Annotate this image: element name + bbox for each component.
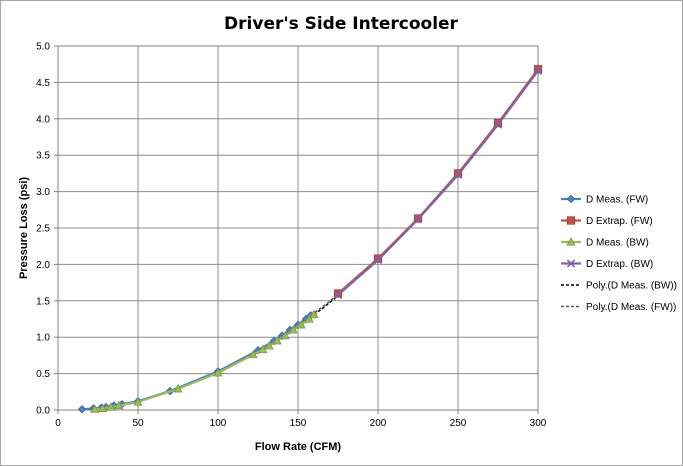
y-axis: 0.0 0.5 1.0 1.5 2.0 2.5 3.0 3.5 4.0 4.5 5.0 — [36, 42, 58, 417]
x-tick-label: 200 — [370, 418, 387, 429]
y-tick-label: 3.0 — [36, 187, 50, 198]
x-tick-label: 150 — [290, 418, 307, 429]
data-point — [453, 170, 463, 179]
data-point — [413, 215, 423, 224]
legend: D Meas. (FW) D Extrap. (FW) D Meas. (BW) D … — [561, 195, 677, 313]
x-axis: 0 50 100 150 200 250 300 — [55, 410, 547, 429]
data-point — [533, 66, 543, 75]
data-point — [114, 400, 124, 410]
series-line — [81, 314, 312, 411]
legend-item: Poly.(D Meas. (FW)) — [561, 302, 676, 313]
data-point — [280, 330, 290, 340]
series-line — [337, 68, 539, 295]
legend-item: D Extrap. (FW) — [561, 216, 653, 227]
legend-marker — [566, 194, 576, 204]
y-tick-label: 1.5 — [36, 296, 50, 307]
y-tick-label: 5.0 — [36, 42, 50, 53]
data-point — [106, 402, 116, 411]
x-tick-label: 250 — [450, 418, 467, 429]
data-point — [373, 255, 383, 265]
data-point — [248, 349, 258, 359]
series-line — [310, 293, 339, 316]
gridlines — [57, 45, 539, 411]
data-point — [98, 403, 108, 413]
data-point — [333, 290, 343, 300]
data-point — [304, 314, 314, 323]
series-group — [77, 65, 543, 414]
x-axis-title: Flow Rate (CFM) — [255, 441, 341, 453]
data-point — [264, 341, 274, 350]
legend-label: D Extrap. (FW) — [586, 216, 653, 227]
y-tick-label: 0.0 — [36, 406, 50, 417]
chart-title: Driver's Side Intercooler — [224, 14, 459, 34]
legend-label: Poly.(D Meas. (BW)) — [586, 281, 677, 292]
series-5 — [310, 293, 339, 316]
legend-item: D Meas. (FW) — [561, 195, 648, 206]
y-tick-label: 4.0 — [36, 114, 50, 125]
series-line — [94, 313, 315, 411]
data-point — [272, 336, 282, 345]
y-tick-label: 4.5 — [36, 78, 50, 89]
x-tick-label: 300 — [530, 418, 547, 429]
series-3 — [333, 66, 543, 300]
legend-item: D Meas. (BW) — [561, 237, 649, 249]
legend-marker — [566, 216, 576, 225]
legend-marker — [566, 259, 576, 268]
data-point — [77, 405, 87, 414]
x-tick-label: 100 — [210, 418, 227, 429]
series-1 — [333, 65, 543, 298]
series-line — [337, 70, 539, 296]
data-point — [173, 384, 183, 393]
legend-label: D Extrap. (BW) — [586, 259, 653, 270]
x-tick-label: 0 — [55, 418, 61, 429]
series-line — [313, 295, 339, 316]
legend-label: D Meas. (BW) — [586, 238, 649, 249]
legend-marker — [566, 237, 576, 246]
series-0 — [77, 311, 316, 414]
data-point — [296, 319, 306, 329]
data-point — [213, 368, 223, 377]
legend-label: D Meas. (FW) — [586, 195, 648, 206]
data-point — [90, 404, 100, 413]
series-2 — [90, 309, 319, 413]
y-tick-label: 1.0 — [36, 333, 50, 344]
data-point — [493, 120, 503, 129]
data-point — [133, 397, 143, 406]
legend-item: D Extrap. (BW) — [561, 259, 653, 270]
series-4 — [313, 295, 339, 316]
data-point — [288, 325, 298, 334]
y-tick-label: 2.0 — [36, 260, 50, 271]
y-axis-title: Pressure Loss (psi) — [18, 177, 30, 279]
x-tick-label: 50 — [132, 418, 144, 429]
data-point — [258, 344, 268, 354]
y-tick-label: 2.5 — [36, 224, 50, 235]
legend-item: Poly.(D Meas. (BW)) — [561, 281, 677, 292]
y-tick-label: 3.5 — [36, 151, 50, 162]
legend-label: Poly.(D Meas. (FW)) — [586, 302, 676, 313]
y-tick-label: 0.5 — [36, 369, 50, 380]
data-point — [533, 65, 543, 74]
data-point — [309, 309, 319, 319]
